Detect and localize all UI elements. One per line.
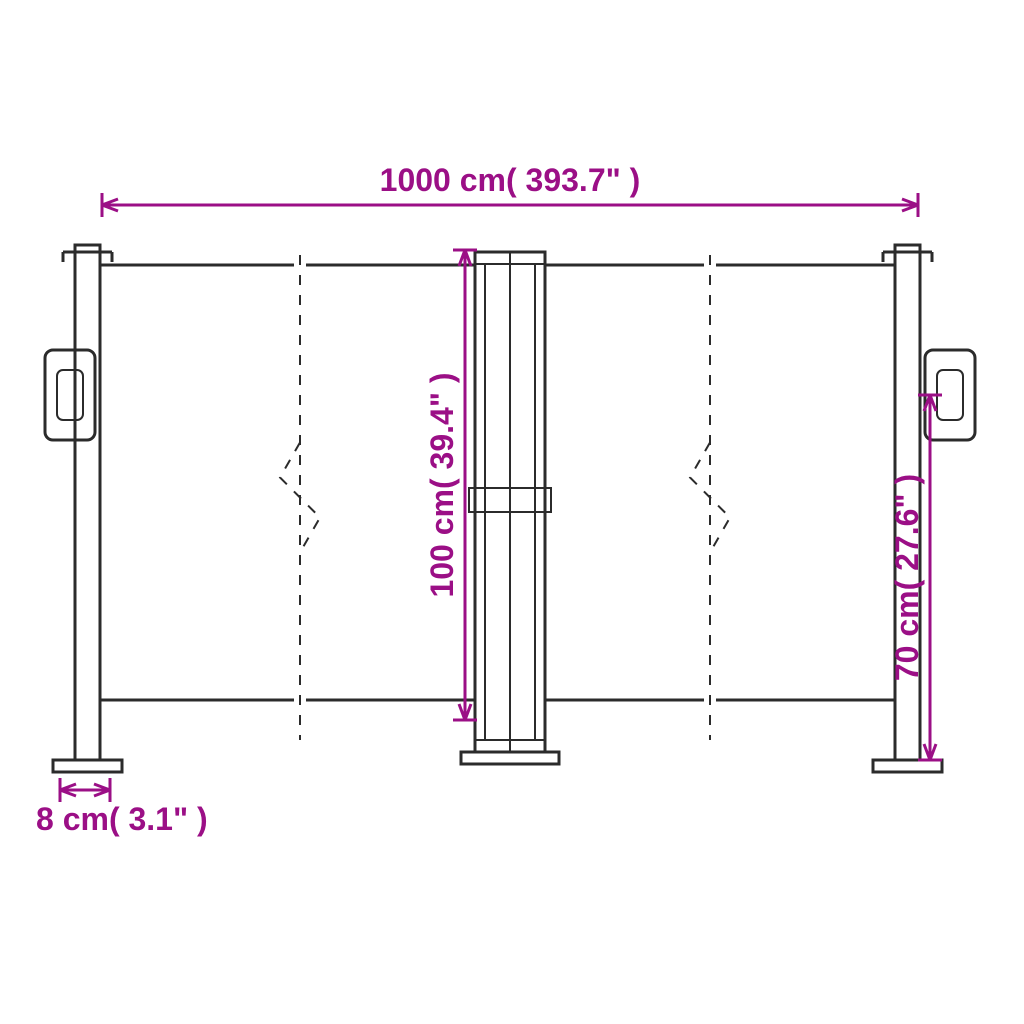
pull-handle	[45, 350, 95, 440]
end-post	[53, 245, 122, 772]
break-mark	[690, 255, 730, 740]
break-mark	[280, 255, 320, 740]
dimension-label: 70 cm( 27.6" )	[889, 474, 925, 681]
dimension-label: 8 cm( 3.1" )	[36, 801, 208, 837]
dimension-label: 1000 cm( 393.7" )	[380, 162, 641, 198]
dimension-label: 100 cm( 39.4" )	[424, 372, 460, 597]
center-cassette	[461, 252, 559, 764]
